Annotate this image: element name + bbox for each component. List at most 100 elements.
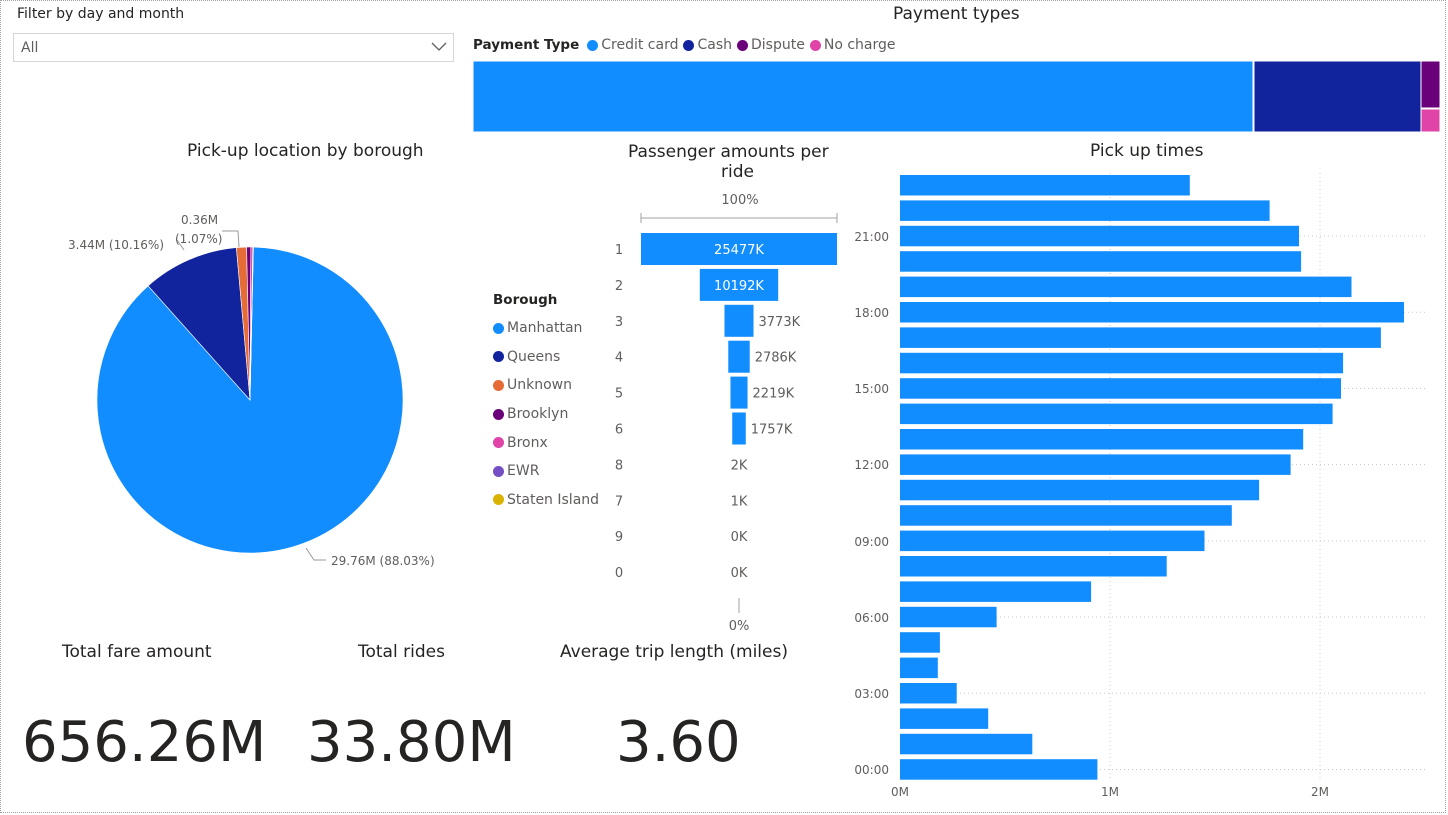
pickup-bar[interactable] [900,632,940,653]
pickup-bar[interactable] [900,759,1098,780]
y-tick: 03:00 [854,687,889,701]
funnel-category: 7 [615,494,623,509]
bar-no-charge[interactable] [1420,108,1441,133]
pickup-bar[interactable] [900,708,989,729]
legend-item-staten-island[interactable]: Staten Island [493,486,599,515]
bar-cash[interactable] [1253,60,1422,133]
legend-item-credit-card[interactable]: Credit card [587,37,678,53]
funnel-title-line1: Passenger amounts per [628,142,829,162]
trip-card-title: Average trip length (miles) [560,642,788,662]
y-tick: 06:00 [854,611,889,625]
pie-title: Pick-up location by borough [187,141,424,161]
rides-card-title: Total rides [358,642,445,662]
legend-item-queens[interactable]: Queens [493,343,599,372]
fare-card-title: Total fare amount [62,642,212,662]
pickup-bar[interactable] [900,429,1304,450]
pickup-bar[interactable] [900,251,1302,272]
funnel-category: 9 [615,530,623,545]
legend-item-manhattan[interactable]: Manhattan [493,314,599,343]
legend-item-ewr[interactable]: EWR [493,457,599,486]
funnel-category: 4 [615,351,623,366]
payment-legend-title: Payment Type [473,37,580,53]
funnel-category: 0 [615,566,623,581]
pickup-bar[interactable] [900,733,1033,755]
pickup-bar[interactable] [900,581,1092,602]
pickup-bar[interactable] [900,683,957,704]
funnel-data-label: 10192K [714,279,764,294]
pickup-bar[interactable] [900,276,1352,298]
funnel-bar[interactable] [699,268,779,301]
x-tick: 1M [1101,785,1119,799]
funnel-category: 3 [615,315,623,330]
label-queens: 3.44M (10.16%) [68,238,164,252]
leader-line-queens [176,239,185,251]
dropdown-value: All [21,40,39,56]
pickup-bar[interactable] [900,454,1291,475]
label-unknown-pct: (1.07%) [175,232,222,246]
fare-card-value: 656.26M [22,710,267,775]
legend-item-dispute[interactable]: Dispute [737,37,805,53]
pickup-bar[interactable] [900,479,1260,501]
funnel-data-label: 3773K [759,315,801,330]
pickup-bar[interactable] [900,327,1381,348]
pickup-bar[interactable] [900,175,1190,196]
pie-slice-queens[interactable] [147,247,251,401]
rides-card-value: 33.80M [307,710,516,775]
funnel-data-label: 0K [731,566,748,581]
bar-credit-card[interactable] [472,60,1254,133]
funnel-data-label: 2K [731,458,748,473]
pickup-bar[interactable] [900,505,1232,526]
pickup-bar[interactable] [900,200,1270,221]
funnel-bar[interactable] [728,340,750,373]
payment-types-title: Payment types [893,4,1020,24]
funnel-category: 6 [615,423,623,438]
funnel-category: 1 [615,243,623,258]
y-tick: 12:00 [854,458,889,472]
legend-item-bronx[interactable]: Bronx [493,428,599,457]
funnel-chart: 100% 0% 1 25477K 2 10192K 3 3773K 4 2786K 5 2219K… [615,193,838,634]
trip-card-value: 3.60 [616,710,741,775]
y-tick: 09:00 [854,535,889,549]
pickup-y-axis: 21:00 18:00 15:00 12:00 09:00 06:00 03:0… [854,230,889,777]
funnel-bar[interactable] [641,233,837,265]
legend-item-unknown[interactable]: Unknown [493,371,599,400]
pie-chart: 29.76M (88.03%) 3.44M (10.16%) 0.36M (1.… [68,213,435,568]
label-unknown-value: 0.36M [181,213,218,227]
funnel-data-label: 1757K [751,423,793,438]
day-month-dropdown[interactable]: All [13,33,454,62]
funnel-data-label: 1K [731,494,748,509]
y-tick: 21:00 [854,230,889,244]
pickup-bar[interactable] [900,378,1341,399]
pickup-bar[interactable] [900,606,997,628]
pickup-bar[interactable] [900,657,938,679]
funnel-bottom-label: 0% [729,619,750,634]
borough-legend: Borough Manhattan Queens Unknown Brookly… [493,292,599,514]
pickup-bar[interactable] [900,352,1344,374]
legend-item-brooklyn[interactable]: Brooklyn [493,400,599,429]
funnel-bar[interactable] [732,412,746,445]
pie-slices [96,246,404,554]
funnel-data-label: 0K [731,530,748,545]
funnel-bar[interactable] [724,304,754,337]
funnel-title-line2: ride [721,162,754,182]
pie-slice-staten-island[interactable] [249,246,254,401]
legend-item-no-charge[interactable]: No charge [809,37,896,53]
x-tick: 0M [891,785,909,799]
y-tick: 00:00 [854,763,889,777]
x-tick: 2M [1311,785,1329,799]
pickup-bar[interactable] [900,403,1333,425]
pickup-bars [900,175,1404,780]
bar-dispute[interactable] [1420,60,1441,109]
pickup-bar[interactable] [900,225,1299,247]
pickup-x-axis: 0M 1M 2M [891,785,1329,799]
funnel-bar[interactable] [730,376,748,409]
legend-item-cash[interactable]: Cash [683,37,732,53]
funnel-top-label: 100% [721,193,758,208]
label-manhattan: 29.76M (88.03%) [331,554,435,568]
pickup-chart: 21:00 18:00 15:00 12:00 09:00 06:00 03:0… [854,173,1425,799]
pickup-bar[interactable] [900,556,1167,577]
pickup-bar[interactable] [900,302,1404,323]
pickup-bar[interactable] [900,530,1205,552]
leader-line-unknown [222,230,240,248]
